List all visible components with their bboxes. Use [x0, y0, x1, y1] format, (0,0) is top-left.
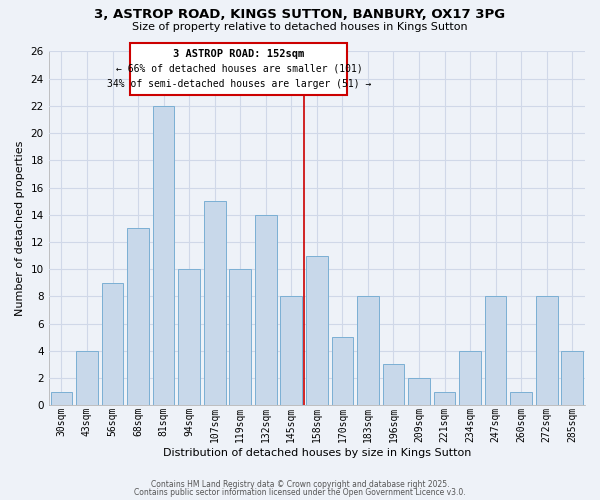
Y-axis label: Number of detached properties: Number of detached properties	[15, 140, 25, 316]
Bar	[178, 269, 200, 406]
Bar	[510, 392, 532, 406]
Bar	[204, 201, 226, 406]
Bar	[357, 296, 379, 406]
Bar	[332, 337, 353, 406]
X-axis label: Distribution of detached houses by size in Kings Sutton: Distribution of detached houses by size …	[163, 448, 471, 458]
Text: Contains HM Land Registry data © Crown copyright and database right 2025.: Contains HM Land Registry data © Crown c…	[151, 480, 449, 489]
Text: Size of property relative to detached houses in Kings Sutton: Size of property relative to detached ho…	[132, 22, 468, 32]
Bar	[229, 269, 251, 406]
Bar	[255, 214, 277, 406]
Bar	[536, 296, 557, 406]
Bar	[306, 256, 328, 406]
Text: 3 ASTROP ROAD: 152sqm: 3 ASTROP ROAD: 152sqm	[173, 50, 305, 59]
Bar	[408, 378, 430, 406]
Text: 3, ASTROP ROAD, KINGS SUTTON, BANBURY, OX17 3PG: 3, ASTROP ROAD, KINGS SUTTON, BANBURY, O…	[94, 8, 506, 20]
Bar	[101, 283, 124, 406]
Text: ← 66% of detached houses are smaller (101): ← 66% of detached houses are smaller (10…	[116, 64, 362, 74]
Bar	[562, 351, 583, 406]
Bar	[280, 296, 302, 406]
Bar	[76, 351, 98, 406]
Text: 34% of semi-detached houses are larger (51) →: 34% of semi-detached houses are larger (…	[107, 78, 371, 88]
Bar	[434, 392, 455, 406]
Bar	[50, 392, 72, 406]
Bar	[459, 351, 481, 406]
Text: Contains public sector information licensed under the Open Government Licence v3: Contains public sector information licen…	[134, 488, 466, 497]
Bar	[383, 364, 404, 406]
Bar	[485, 296, 506, 406]
FancyBboxPatch shape	[130, 43, 347, 95]
Bar	[153, 106, 175, 406]
Bar	[127, 228, 149, 406]
